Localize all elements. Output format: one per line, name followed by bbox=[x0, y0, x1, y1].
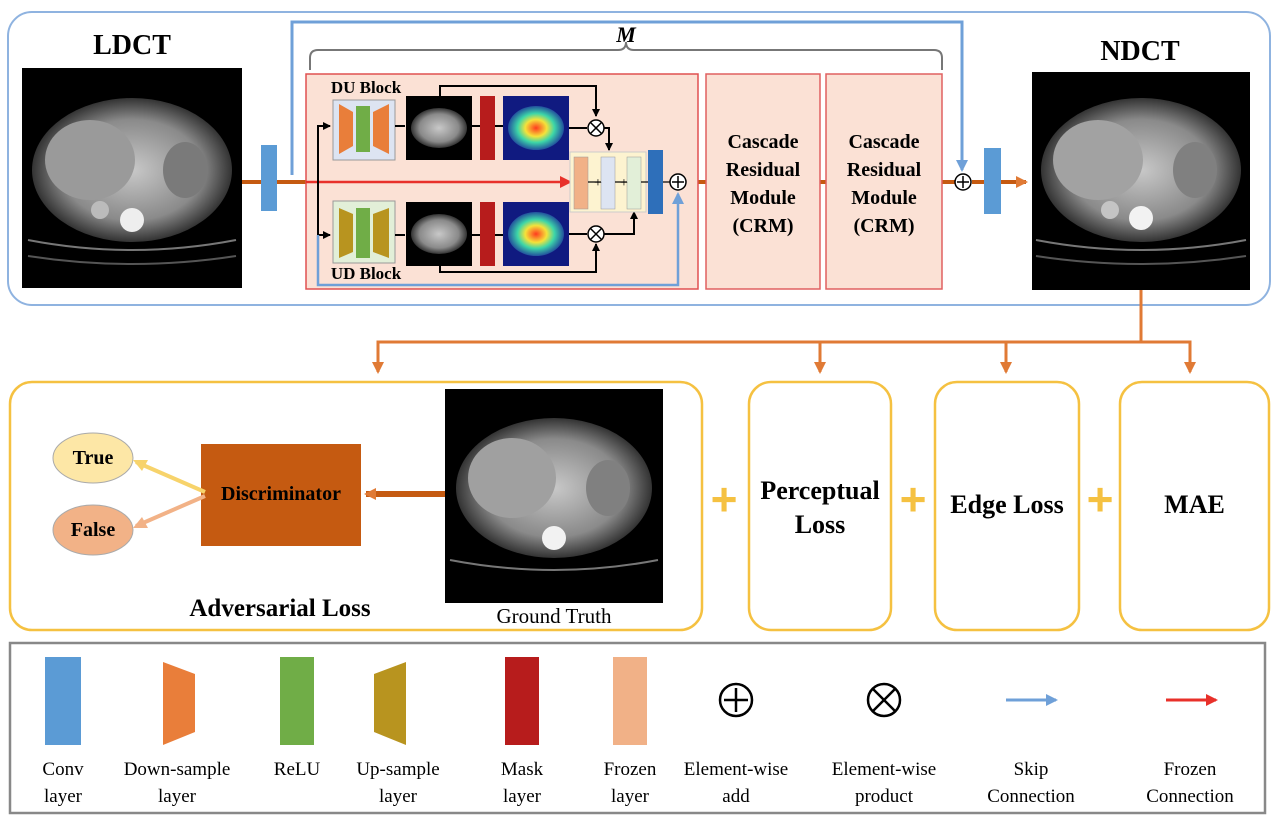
mae-box bbox=[1118, 380, 1271, 632]
legend-up-icon bbox=[374, 662, 406, 745]
m-label: M bbox=[616, 22, 636, 47]
du-mask-layer bbox=[480, 96, 495, 160]
ldct-image bbox=[22, 68, 242, 288]
legend-add-icon bbox=[718, 682, 754, 718]
ground-truth-label: Ground Truth bbox=[496, 604, 612, 628]
ldct-label: LDCT bbox=[93, 30, 171, 61]
ud-product-node bbox=[587, 225, 605, 243]
to-adversarial-arrow bbox=[372, 290, 1143, 374]
true-node bbox=[52, 432, 134, 484]
du-heatmap bbox=[503, 96, 569, 160]
ndct-image bbox=[1032, 72, 1250, 290]
legend-add-caption: Element-wise add bbox=[683, 759, 789, 807]
du-block-label: DU Block bbox=[330, 78, 402, 97]
perceptual-loss-label: Perceptual Loss bbox=[760, 476, 880, 539]
legend-relu-caption: ReLU bbox=[273, 759, 321, 780]
legend-down-icon bbox=[163, 662, 195, 745]
ud-ct-thumb bbox=[406, 202, 472, 266]
legend-frozen-icon bbox=[613, 657, 647, 745]
false-node bbox=[52, 504, 134, 556]
crm-box-1 bbox=[705, 73, 821, 290]
module-conv-layer bbox=[648, 150, 663, 214]
legend-down-caption: Down-sample layer bbox=[123, 759, 231, 807]
plus-sign-3: + bbox=[1086, 473, 1114, 525]
legend-mask-icon bbox=[505, 657, 539, 745]
legend-product-caption: Element-wise product bbox=[831, 759, 937, 807]
ndct-label: NDCT bbox=[1100, 36, 1180, 67]
du-ct-thumb bbox=[406, 96, 472, 160]
legend-conv-caption: Conv layer bbox=[42, 759, 84, 807]
crm-box-2 bbox=[825, 73, 943, 290]
local-skip-connection bbox=[316, 192, 684, 287]
mae-label: MAE bbox=[1164, 490, 1225, 519]
legend-up-caption: Up-sample layer bbox=[356, 759, 440, 807]
false-label: False bbox=[70, 519, 116, 541]
svg-text:+: + bbox=[620, 176, 628, 191]
true-label: True bbox=[72, 447, 114, 469]
perceptual-loss-box bbox=[747, 380, 893, 632]
crm2-label: Cascade Residual Module (CRM) bbox=[846, 131, 922, 237]
legend-mask-caption: Mask layer bbox=[500, 759, 544, 807]
ud-mask-layer bbox=[480, 202, 495, 266]
legend-skip-caption: Skip Connection bbox=[987, 759, 1075, 807]
du-product-node bbox=[587, 119, 605, 137]
svg-text:+: + bbox=[594, 176, 602, 191]
module-add-node bbox=[669, 173, 687, 191]
plus-sign-1: + bbox=[710, 473, 738, 525]
ud-block-label: UD Block bbox=[330, 264, 402, 283]
discriminator-box bbox=[201, 444, 361, 546]
legend-relu-icon bbox=[280, 657, 314, 745]
ground-truth-image bbox=[445, 389, 663, 603]
legend-conv-icon bbox=[45, 657, 81, 745]
output-conv-layer bbox=[984, 148, 1001, 214]
plus-sign-2: + bbox=[899, 473, 927, 525]
edge-loss-box bbox=[933, 380, 1081, 632]
legend-frozen-conn-caption: Frozen Connection bbox=[1146, 759, 1234, 807]
crm1-label: Cascade Residual Module (CRM) bbox=[725, 131, 801, 237]
legend-frozen-caption: Frozen layer bbox=[603, 759, 657, 807]
adversarial-loss-label: Adversarial Loss bbox=[189, 595, 371, 622]
edge-loss-label: Edge Loss bbox=[950, 490, 1064, 519]
global-skip-connection bbox=[290, 20, 968, 175]
discriminator-label: Discriminator bbox=[221, 483, 341, 505]
to-true-arrow bbox=[135, 460, 206, 494]
to-false-arrow bbox=[135, 494, 206, 528]
input-conv-layer bbox=[261, 145, 277, 211]
m-brace bbox=[309, 41, 943, 70]
ud-heatmap bbox=[503, 202, 569, 266]
legend-product-icon bbox=[866, 682, 902, 718]
